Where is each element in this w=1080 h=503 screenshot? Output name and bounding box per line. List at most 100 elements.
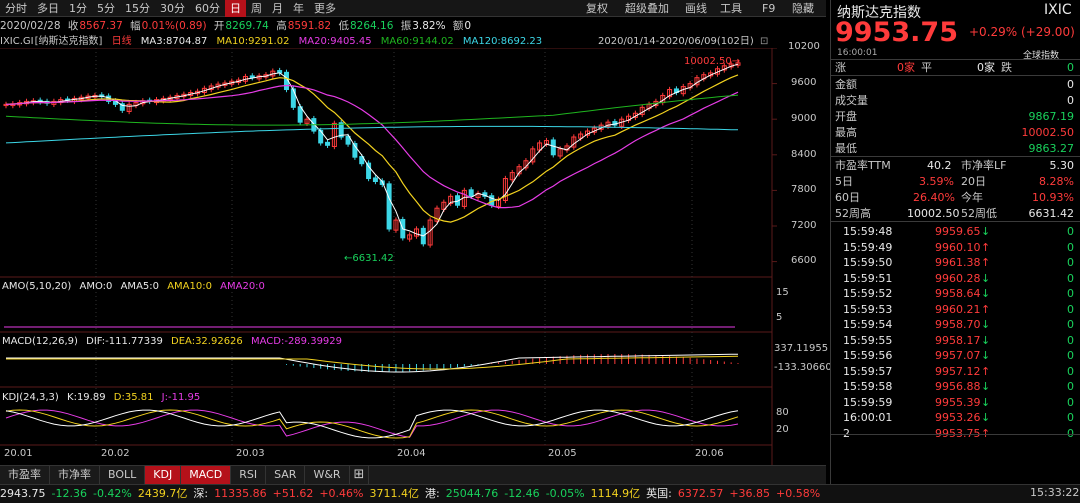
open-value: 8269.74: [225, 20, 269, 32]
ma-legend: IXIC.GI[纳斯达克指数] 日线 MA3:8704.87 MA10:9291…: [0, 35, 772, 49]
period-tab-7[interactable]: 日: [225, 0, 246, 17]
tools-button[interactable]: 工具: [720, 2, 742, 15]
period-tab-3[interactable]: 5分: [97, 1, 115, 15]
tick-row: 15:59:51 9960.28 ↓ 0: [843, 271, 1074, 286]
status-item: 2439.7亿: [137, 487, 188, 500]
ama20-value: AMA20:0: [220, 281, 265, 292]
dif-line: [6, 353, 739, 373]
tab-kdj[interactable]: KDJ: [145, 466, 182, 484]
tick-volume: 0: [1067, 225, 1074, 238]
low-label: 最低: [835, 142, 857, 155]
period-tab-6[interactable]: 60分: [195, 1, 220, 15]
tick-time: 15:59:59: [843, 395, 893, 409]
symbol-code: IXIC.GI: [0, 36, 34, 47]
index-code: IXIC: [1044, 2, 1072, 18]
period-tab-5[interactable]: 30分: [160, 1, 185, 15]
lock-icon[interactable]: ⊡: [759, 36, 769, 47]
high-annotation: 10002.50→: [684, 56, 741, 67]
kline-chart[interactable]: [0, 48, 830, 465]
j-line: [5, 409, 739, 438]
pe-value: 40.2: [927, 159, 952, 172]
period-tab-0[interactable]: 分时: [5, 1, 27, 15]
d20-label: 20日: [961, 175, 986, 188]
date-range: 2020/01/14-2020/06/09(102日) ⊡: [598, 35, 768, 49]
candle-body: [393, 219, 399, 231]
date-range-text: 2020/01/14-2020/06/09(102日): [598, 36, 754, 47]
kdj-legend: KDJ(24,3,3) K:19.89 D:35.81 J:-11.95: [2, 391, 205, 405]
tick-volume: 0: [1067, 364, 1074, 378]
tick-price: 9958.70: [935, 318, 981, 331]
tick-time: 16:00:01: [843, 411, 893, 424]
d5-value: 3.59%: [919, 175, 954, 188]
restore-rights-button[interactable]: 复权: [586, 2, 608, 15]
quote-time: 16:00:01: [837, 48, 878, 58]
change-value: 0.01%(0.89): [141, 20, 207, 32]
arrow-down-icon: ↓: [981, 333, 991, 347]
period-tab-11[interactable]: 更多: [314, 1, 336, 15]
tab-wr[interactable]: W&R: [305, 466, 350, 484]
low-annotation: ←6631.42: [344, 253, 394, 264]
period-label: 日线: [111, 36, 132, 47]
tick-time: 15:59:49: [843, 240, 893, 254]
volume-value: 0: [1067, 94, 1074, 107]
hide-button[interactable]: 隐藏: [792, 2, 814, 15]
tick-time: 2: [843, 426, 850, 440]
tick-time: 15:59:51: [843, 271, 893, 285]
return-row-2: 60日 26.40% 今年 10.93%: [835, 190, 1074, 205]
high-value: 8591.82: [287, 20, 332, 32]
tick-row: 15:59:50 9961.38 ↑ 0: [843, 255, 1074, 270]
tab-rsi[interactable]: RSI: [231, 466, 267, 484]
tab-pb[interactable]: 市净率: [50, 466, 100, 484]
date-tick: 20.05: [548, 448, 577, 459]
arrow-down-icon: ↓: [981, 287, 991, 300]
period-tab-9[interactable]: 月: [272, 1, 283, 15]
status-item: +51.62: [272, 487, 314, 500]
tab-boll[interactable]: BOLL: [100, 466, 146, 484]
period-tab-4[interactable]: 15分: [125, 1, 150, 15]
dea-value: DEA:32.92626: [171, 336, 243, 347]
arrow-down-icon: ↓: [981, 225, 991, 238]
tick-volume: 0: [1067, 318, 1074, 331]
candle-body: [325, 141, 331, 146]
price-tick: 9000: [791, 113, 817, 124]
w52l-value: 6631.42: [1028, 207, 1075, 220]
low-price: 9863.27: [1028, 142, 1075, 155]
arrow-up-icon: ↑: [981, 256, 991, 269]
tab-macd[interactable]: MACD: [181, 466, 232, 484]
tick-time: 15:59:54: [843, 318, 893, 331]
tick-row: 15:59:56 9957.07 ↓ 0: [843, 348, 1074, 363]
tab-pe[interactable]: 市盈率: [0, 466, 50, 484]
tick-row: 2 9953.75 ↑ 0: [843, 426, 1074, 441]
price-tick: 6600: [791, 255, 817, 266]
status-item: 港:: [425, 487, 440, 500]
amount-label: 金额: [835, 78, 857, 91]
f9-button[interactable]: F9: [762, 2, 776, 15]
draw-line-button[interactable]: 画线: [685, 2, 707, 15]
tick-volume: 0: [1067, 256, 1074, 269]
period-tab-8[interactable]: 周: [251, 1, 262, 15]
tick-row: 15:59:54 9958.70 ↓ 0: [843, 317, 1074, 332]
amo-tick: 15: [776, 287, 789, 298]
period-tab-1[interactable]: 多日: [37, 1, 59, 15]
status-item: -12.36: [51, 487, 87, 500]
tick-row: 15:59:48 9959.65 ↓ 0: [843, 224, 1074, 239]
candle-body: [502, 178, 508, 201]
price-tick: 10200: [788, 41, 820, 52]
status-item: +0.58%: [776, 487, 821, 500]
tick-price: 9959.65: [935, 225, 981, 238]
high-price: 10002.50: [1021, 126, 1075, 139]
super-overlay-button[interactable]: 超级叠加: [625, 2, 669, 15]
candle-body: [530, 148, 536, 163]
candle-body: [441, 201, 447, 210]
candle-body: [407, 234, 413, 240]
tick-price: 9953.26: [935, 411, 981, 424]
tick-time: 15:59:50: [843, 256, 893, 269]
tab-sar[interactable]: SAR: [266, 466, 306, 484]
price-tick: 8400: [791, 149, 817, 160]
period-tab-2[interactable]: 1分: [69, 1, 87, 15]
add-tab-icon[interactable]: ⊞: [350, 466, 370, 484]
period-tab-10[interactable]: 年: [293, 1, 304, 15]
low-row: 最低 9863.27: [835, 141, 1074, 156]
arrow-up-icon: ↑: [981, 240, 991, 254]
price-change: +0.29% (+29.00): [969, 25, 1075, 39]
